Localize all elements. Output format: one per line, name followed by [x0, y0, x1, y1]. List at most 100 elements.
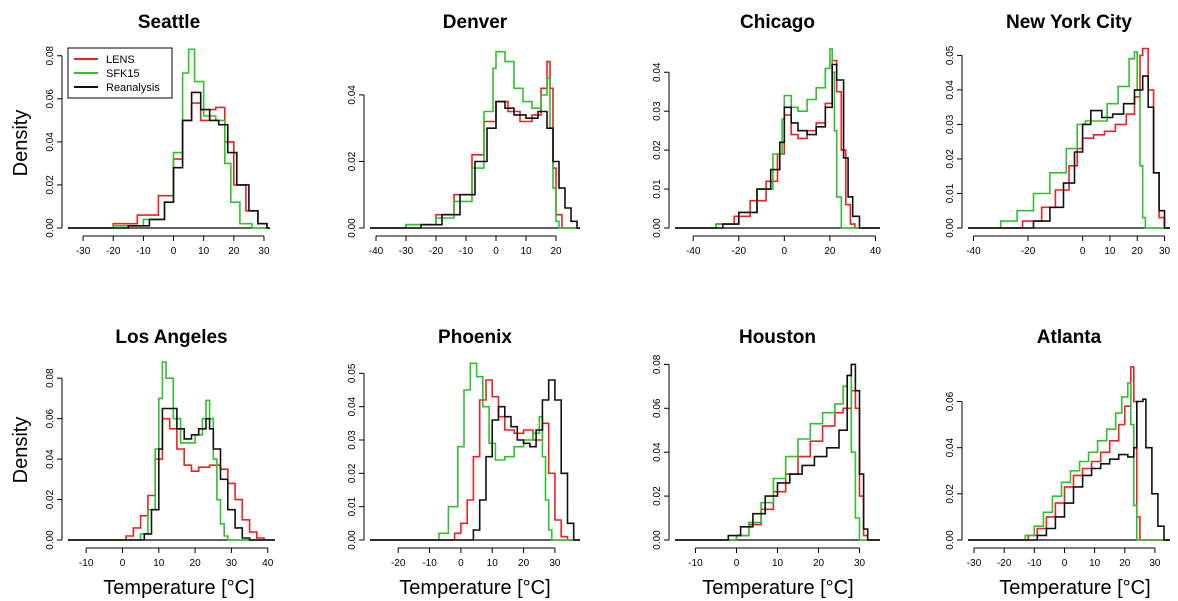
panel-denver: Denver 0.00 0.02 0.04 -40 -30 -20 -10 0 10 20	[347, 12, 580, 257]
panel-title-houston: Houston	[739, 327, 816, 348]
x-tick-label-chicago-3: 20	[824, 246, 836, 257]
series-sfk15-phoenix	[370, 362, 580, 541]
panel-title-seattle: Seattle	[138, 12, 200, 33]
y-tick-label-new-york-city-0: 0.00	[945, 218, 956, 238]
y-axis-label-bottom: Density	[10, 417, 32, 484]
x-tick-label-atlanta-6: 30	[1149, 558, 1161, 569]
series-reanalysis-new-york-city	[968, 75, 1170, 229]
x-tick-label-denver-6: 20	[550, 246, 562, 257]
x-axis-label-3: Temperature [°C]	[702, 577, 853, 599]
x-tick-label-denver-4: 0	[493, 246, 499, 257]
x-tick-label-seattle-0: -30	[76, 246, 91, 257]
x-tick-label-los-angeles-2: 10	[153, 558, 165, 569]
series-sfk15-atlanta	[968, 382, 1170, 541]
y-tick-label-chicago-2: 0.02	[652, 140, 663, 160]
x-tick-label-seattle-3: 0	[171, 246, 177, 257]
x-tick-label-new-york-city-0: -40	[966, 246, 981, 257]
panel-phoenix: Phoenix 0.00 0.01 0.02 0.03 0.04 0.05 -20 -10 0 10…	[347, 327, 580, 569]
panel-new-york-city: New York City 0.00 0.01 0.02 0.03 0.04 0.05 -40…	[945, 12, 1171, 257]
x-tick-label-phoenix-4: 20	[518, 558, 530, 569]
y-tick-label-houston-0: 0.00	[652, 530, 663, 550]
x-tick-label-chicago-2: 0	[782, 246, 788, 257]
x-tick-label-new-york-city-4: 20	[1132, 246, 1144, 257]
series-sfk15-new-york-city	[968, 51, 1170, 229]
x-tick-label-seattle-1: -20	[106, 246, 121, 257]
y-tick-label-los-angeles-2: 0.04	[45, 449, 56, 469]
series-sfk15-chicago	[675, 48, 880, 229]
y-tick-label-los-angeles-4: 0.08	[45, 368, 56, 388]
panel-seattle: Seattle 0.00 0.02 0.04 0.06 0.08 -30 -20 -10 0 10 2…	[45, 12, 270, 257]
y-tick-label-seattle-3: 0.06	[45, 89, 56, 109]
x-tick-label-phoenix-3: 10	[487, 558, 499, 569]
x-tick-label-phoenix-5: 30	[549, 558, 561, 569]
x-tick-label-atlanta-4: 10	[1089, 558, 1101, 569]
y-tick-label-chicago-3: 0.03	[652, 101, 663, 121]
panel-title-los-angeles: Los Angeles	[115, 327, 227, 348]
x-tick-label-los-angeles-0: -10	[79, 558, 94, 569]
legend-entry-sfk15: SFK15	[74, 68, 140, 80]
panel-title-phoenix: Phoenix	[438, 327, 512, 348]
x-tick-label-los-angeles-5: 40	[262, 558, 274, 569]
y-tick-label-atlanta-0: 0.00	[945, 530, 956, 550]
panel-title-denver: Denver	[443, 12, 508, 33]
series-sfk15-denver	[370, 50, 580, 229]
series-lens-seattle	[68, 102, 270, 229]
legend: LENS SFK15 Reanalysis	[67, 47, 173, 99]
series-lens-los-angeles	[68, 417, 275, 541]
y-tick-label-phoenix-1: 0.01	[347, 496, 358, 516]
series-reanalysis-seattle	[68, 91, 270, 229]
y-tick-label-houston-1: 0.02	[652, 486, 663, 506]
panel-title-chicago: Chicago	[740, 12, 815, 33]
x-axis-label-4: Temperature [°C]	[999, 577, 1150, 599]
y-axis-label-top: Density	[10, 110, 32, 177]
x-tick-label-atlanta-3: 0	[1062, 558, 1068, 569]
legend-label-sfk15: SFK15	[106, 68, 140, 80]
y-tick-label-los-angeles-0: 0.00	[45, 530, 56, 550]
y-tick-label-phoenix-4: 0.04	[347, 396, 358, 416]
panel-atlanta: Atlanta 0.00 0.02 0.04 0.06 -30 -20 -10 0 10 20 30	[945, 327, 1170, 569]
series-reanalysis-houston	[675, 363, 880, 541]
y-tick-label-new-york-city-1: 0.01	[945, 183, 956, 203]
y-tick-label-atlanta-3: 0.06	[945, 391, 956, 411]
y-tick-label-seattle-0: 0.00	[45, 218, 56, 238]
x-tick-label-houston-0: -10	[688, 558, 703, 569]
panel-title-atlanta: Atlanta	[1037, 327, 1102, 348]
x-tick-label-seattle-6: 30	[258, 246, 270, 257]
y-tick-label-phoenix-5: 0.05	[347, 363, 358, 383]
y-tick-label-denver-2: 0.04	[347, 85, 358, 105]
x-axis-label-2: Temperature [°C]	[399, 577, 550, 599]
y-tick-label-phoenix-3: 0.03	[347, 430, 358, 450]
panel-title-new-york-city: New York City	[1006, 12, 1132, 33]
x-tick-label-denver-5: 10	[520, 246, 532, 257]
x-tick-label-houston-3: 20	[813, 558, 825, 569]
x-tick-label-chicago-4: 40	[870, 246, 882, 257]
series-sfk15-houston	[675, 374, 880, 541]
y-tick-label-phoenix-0: 0.00	[347, 530, 358, 550]
x-tick-label-new-york-city-1: -20	[1021, 246, 1036, 257]
x-tick-label-new-york-city-5: 30	[1159, 246, 1171, 257]
series-reanalysis-los-angeles	[68, 407, 275, 541]
y-tick-label-seattle-1: 0.02	[45, 175, 56, 195]
x-tick-label-atlanta-5: 20	[1119, 558, 1131, 569]
y-tick-label-new-york-city-2: 0.02	[945, 149, 956, 169]
legend-label-lens: LENS	[106, 54, 135, 66]
y-tick-label-chicago-1: 0.01	[652, 179, 663, 199]
x-tick-label-seattle-5: 20	[228, 246, 240, 257]
y-tick-label-seattle-4: 0.08	[45, 46, 56, 66]
x-tick-label-denver-1: -30	[399, 246, 414, 257]
x-tick-label-los-angeles-3: 20	[190, 558, 202, 569]
legend-label-reanalysis: Reanalysis	[106, 82, 160, 94]
series-lens-atlanta	[968, 366, 1170, 541]
y-tick-label-atlanta-2: 0.04	[945, 438, 956, 458]
y-tick-label-los-angeles-3: 0.06	[45, 408, 56, 428]
x-axis-label-1: Temperature [°C]	[103, 577, 254, 599]
x-tick-label-atlanta-0: -30	[967, 558, 982, 569]
legend-entry-lens: LENS	[74, 54, 135, 66]
x-tick-label-new-york-city-3: 10	[1104, 246, 1116, 257]
x-tick-label-denver-2: -20	[429, 246, 444, 257]
series-reanalysis-phoenix	[370, 379, 580, 541]
x-tick-label-denver-3: -10	[459, 246, 474, 257]
y-tick-label-new-york-city-4: 0.04	[945, 80, 956, 100]
x-tick-label-houston-1: 0	[734, 558, 740, 569]
x-tick-label-los-angeles-4: 30	[226, 558, 238, 569]
